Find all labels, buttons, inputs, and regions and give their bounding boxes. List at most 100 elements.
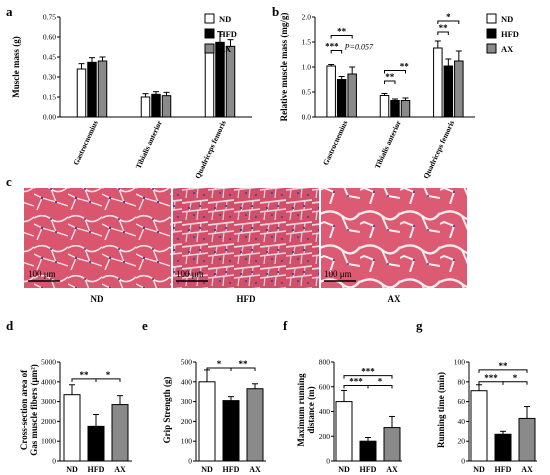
a-ax-bar [161, 95, 172, 118]
b-ax-bar [454, 60, 464, 118]
g-significance-label: ** [499, 361, 509, 371]
f-category-label: AX [386, 465, 398, 474]
b-significance-label: ** [385, 72, 395, 82]
b-ytick-label: 2.0 [302, 13, 312, 22]
b-legend-swatch-nd [486, 13, 497, 24]
b-ytick-label: 1.5 [302, 38, 312, 47]
e-significance-label: * [217, 359, 222, 369]
d-category-label: HFD [88, 465, 105, 474]
d-category-label: ND [66, 465, 78, 474]
g-significance-label: *** [484, 373, 498, 383]
b-hfd-bar [336, 79, 347, 118]
b-ax-bar [347, 73, 357, 118]
d-significance-bracket [95, 378, 121, 382]
panel-label-e: e [142, 318, 148, 333]
f-ytick-label: 600 [319, 382, 331, 391]
a-ytick-label: 0.60 [43, 33, 56, 42]
panel-label-b: b [272, 4, 279, 19]
g-nd-bar [470, 390, 488, 462]
b-nd-bar [433, 47, 443, 118]
d-ytick-label: 5000 [41, 358, 56, 367]
a-y-axis-title: Muscle mass (g) [11, 36, 21, 98]
micrograph-label-nd: ND [91, 294, 104, 304]
b-significance-bracket [384, 70, 406, 74]
b-significance-bracket [330, 50, 343, 54]
chart-relative-muscle-mass: 0.0 0.5 1.0 1.5 2.0 Relative muscle mass (mg/… [279, 12, 519, 180]
d-y-axis-title: Cross-section area of [19, 369, 29, 450]
panel-label-f: f [283, 318, 288, 333]
e-category-label: HFD [223, 465, 240, 474]
b-legend-label-hfd: HFD [501, 29, 519, 39]
b-ax-bar [400, 100, 411, 118]
panel-label-g: g [416, 318, 423, 333]
a-nd-bar [76, 68, 87, 118]
e-ytick-label: 200 [181, 417, 193, 426]
d-significance-label: ** [80, 370, 90, 380]
e-significance-bracket [230, 367, 256, 371]
b-hfd-bar [443, 65, 454, 118]
e-category-label: ND [201, 465, 213, 474]
g-category-label: AX [521, 465, 533, 474]
f-category-label: HFD [360, 465, 377, 474]
b-category-label: Tibialis anterior [373, 118, 403, 170]
d-hfd-bar [87, 425, 105, 462]
e-y-axis-title: Grip Strength (g) [162, 377, 172, 444]
a-ax-bar [97, 60, 108, 118]
g-ytick-label: 60 [458, 397, 466, 406]
d-ytick-label: 0 [52, 457, 56, 466]
panel-label-c: c [6, 174, 12, 189]
a-nd-bar [140, 96, 151, 118]
b-significance-label: *** [325, 42, 339, 52]
chart-grip-strength: 0 100 200 300 400 500 Grip Strength (g) ND HFD AX… [162, 358, 266, 474]
d-ytick-label: 3000 [41, 397, 56, 406]
g-category-label: HFD [495, 465, 512, 474]
a-ytick-label: 0.30 [43, 73, 56, 82]
f-ytick-label: 800 [319, 358, 331, 367]
e-ax-bar [246, 388, 264, 462]
a-ytick-label: 0.45 [43, 53, 56, 62]
a-ax-bar [225, 45, 236, 118]
b-legend-swatch-ax [486, 43, 497, 54]
e-ytick-label: 400 [181, 377, 193, 386]
b-significance-bracket [437, 31, 449, 35]
d-nd-bar [63, 394, 81, 462]
b-significance-label: ** [337, 27, 347, 37]
micrograph-nd: 100 μm ND [24, 188, 171, 304]
b-significance-bracket [384, 80, 396, 84]
b-legend-label-nd: ND [501, 14, 513, 24]
g-ytick-label: 40 [458, 417, 466, 426]
b-category-label: Quadriceps femoris [421, 119, 456, 180]
f-significance-label: * [378, 377, 383, 387]
d-ax-bar [111, 404, 129, 462]
b-significance-label: * [446, 12, 451, 22]
e-ytick-label: 500 [181, 358, 193, 367]
scale-bar-label-ax: 100 μm [324, 269, 352, 279]
g-ytick-label: 20 [458, 437, 466, 446]
g-ytick-label: 0 [461, 457, 465, 466]
micrograph-ax: 100 μm AX [321, 188, 467, 304]
d-ytick-label: 4000 [41, 377, 56, 386]
d-category-label: AX [114, 465, 126, 474]
a-category-label: Gastrocnemius [71, 119, 100, 167]
a-hfd-bar [151, 93, 161, 118]
g-ytick-label: 100 [454, 358, 466, 367]
f-ytick-label: 200 [319, 432, 331, 441]
g-significance-label: * [513, 373, 518, 383]
f-ax-bar [383, 427, 401, 462]
a-ytick-label: 0.00 [43, 113, 56, 122]
a-legend-swatch-hfd [204, 28, 215, 39]
f-category-label: ND [338, 465, 350, 474]
b-legend-label-ax: AX [501, 44, 514, 54]
f-y-axis-title: distance (m) [306, 386, 316, 433]
d-ytick-label: 1000 [41, 437, 56, 446]
f-hfd-bar [359, 440, 377, 462]
chart-cross-section-area: 0 1000 2000 3000 4000 5000 Cross-section area … [19, 358, 132, 474]
f-significance-label: *** [361, 367, 375, 377]
b-category-label: Gastrocnemius [321, 119, 350, 167]
a-category-label: Tibialis anterior [134, 118, 164, 170]
d-significance-label: * [106, 370, 111, 380]
e-hfd-bar [222, 400, 240, 462]
b-nd-bar [379, 95, 390, 118]
